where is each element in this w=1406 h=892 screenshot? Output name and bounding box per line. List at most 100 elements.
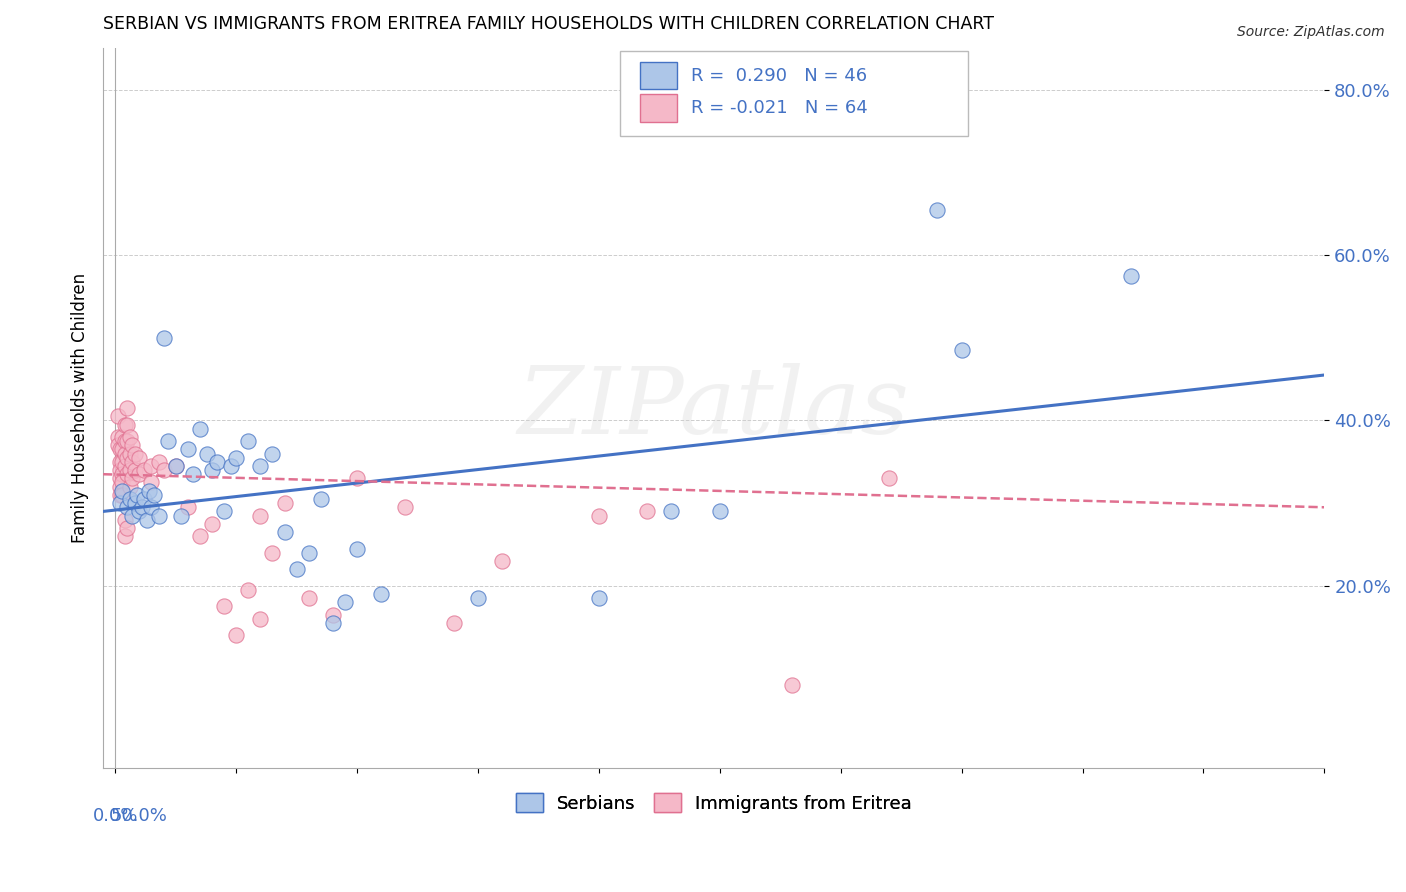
Text: R =  0.290   N = 46: R = 0.290 N = 46: [690, 67, 866, 85]
Point: [118, 480, 141, 494]
Point: [212, 599, 235, 614]
Point: [661, 504, 683, 518]
Point: [177, 500, 200, 515]
Text: 50.0%: 50.0%: [111, 807, 167, 825]
Point: [588, 508, 610, 523]
Point: [141, 475, 163, 490]
Point: [125, 488, 148, 502]
Point: [273, 525, 295, 540]
Point: [588, 591, 610, 606]
Point: [114, 529, 136, 543]
Point: [117, 500, 139, 515]
Point: [124, 463, 146, 477]
Point: [131, 500, 153, 515]
Point: [108, 488, 131, 502]
Text: 0.0%: 0.0%: [93, 807, 138, 825]
Point: [169, 508, 191, 523]
Point: [443, 615, 465, 630]
Point: [148, 455, 170, 469]
Point: [107, 430, 129, 444]
Point: [111, 488, 134, 502]
Point: [107, 438, 129, 452]
Point: [285, 562, 308, 576]
Point: [108, 442, 131, 457]
Point: [121, 455, 143, 469]
FancyBboxPatch shape: [641, 95, 678, 122]
Point: [117, 434, 139, 449]
Point: [709, 504, 731, 518]
Point: [152, 463, 174, 477]
Point: [262, 446, 284, 460]
Point: [118, 430, 141, 444]
Point: [346, 541, 368, 556]
Point: [135, 513, 157, 527]
Point: [1119, 268, 1142, 283]
Point: [121, 438, 143, 452]
Point: [114, 513, 136, 527]
Text: SERBIAN VS IMMIGRANTS FROM ERITREA FAMILY HOUSEHOLDS WITH CHILDREN CORRELATION C: SERBIAN VS IMMIGRANTS FROM ERITREA FAMIL…: [103, 15, 994, 33]
Point: [152, 331, 174, 345]
Point: [124, 446, 146, 460]
Point: [114, 446, 136, 460]
Point: [118, 446, 141, 460]
Point: [249, 508, 271, 523]
Point: [117, 401, 139, 415]
Point: [273, 496, 295, 510]
Point: [782, 678, 804, 692]
Point: [238, 434, 260, 449]
Point: [111, 430, 134, 444]
Point: [108, 463, 131, 477]
Point: [114, 417, 136, 432]
FancyBboxPatch shape: [620, 52, 967, 136]
Point: [117, 450, 139, 465]
Point: [124, 496, 146, 510]
Point: [111, 442, 134, 457]
Point: [177, 442, 200, 457]
Point: [142, 488, 165, 502]
Point: [188, 422, 211, 436]
Point: [107, 409, 129, 424]
Point: [212, 504, 235, 518]
Point: [108, 455, 131, 469]
Point: [238, 582, 260, 597]
Point: [117, 467, 139, 482]
Point: [111, 455, 134, 469]
Point: [195, 446, 218, 460]
Point: [636, 504, 658, 518]
Point: [134, 463, 156, 477]
FancyBboxPatch shape: [641, 62, 678, 89]
Point: [111, 475, 134, 490]
Point: [114, 458, 136, 473]
Point: [108, 471, 131, 485]
Point: [491, 554, 513, 568]
Point: [128, 504, 150, 518]
Point: [114, 434, 136, 449]
Point: [117, 521, 139, 535]
Point: [128, 467, 150, 482]
Point: [225, 628, 247, 642]
Text: ZIPatlas: ZIPatlas: [517, 363, 910, 453]
Point: [467, 591, 489, 606]
Point: [108, 480, 131, 494]
Point: [262, 546, 284, 560]
Point: [221, 458, 243, 473]
Point: [138, 483, 160, 498]
Point: [165, 458, 187, 473]
Point: [128, 450, 150, 465]
Point: [165, 458, 187, 473]
Point: [322, 615, 344, 630]
Point: [298, 591, 321, 606]
Point: [205, 455, 228, 469]
Point: [322, 607, 344, 622]
Point: [249, 458, 271, 473]
Point: [333, 595, 356, 609]
Point: [157, 434, 180, 449]
Point: [134, 491, 156, 506]
Point: [370, 587, 392, 601]
Point: [118, 463, 141, 477]
Point: [950, 343, 973, 358]
Point: [188, 529, 211, 543]
Point: [309, 491, 332, 506]
Point: [249, 612, 271, 626]
Point: [225, 450, 247, 465]
